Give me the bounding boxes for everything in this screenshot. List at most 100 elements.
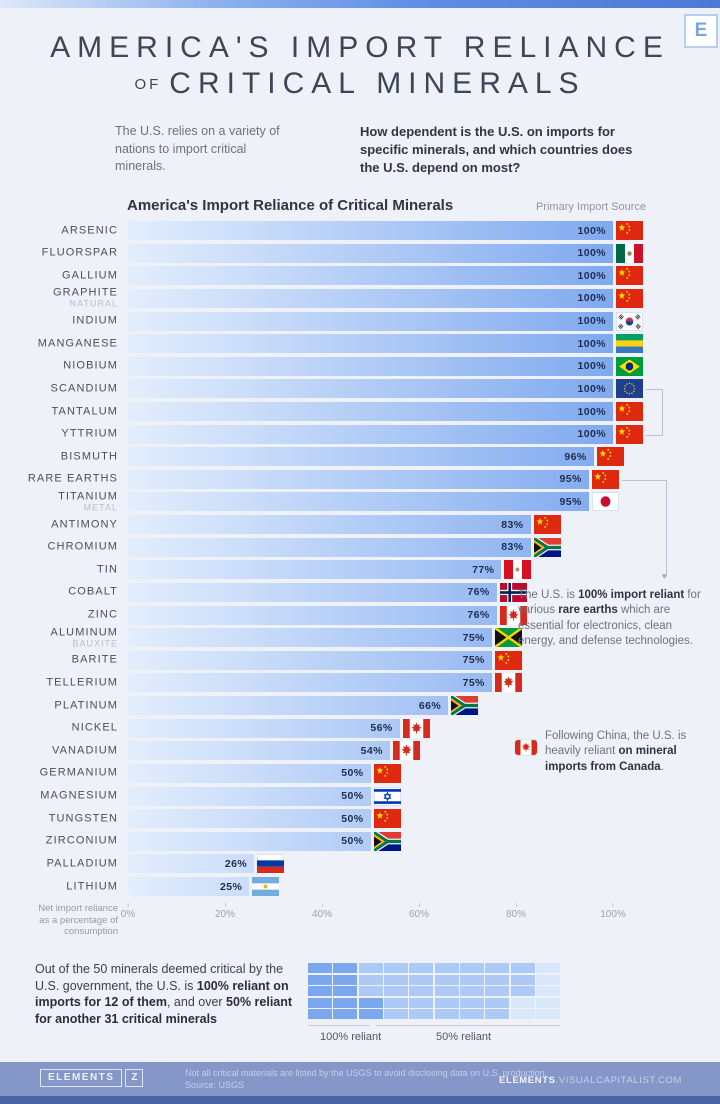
flag-china-icon [596,447,624,467]
waffle-cell [384,986,408,996]
reliance-bar: 95% [128,469,589,489]
waffle-cell [308,974,332,985]
mineral-label: TANTALUM [0,406,118,417]
axis-caption-line: Net import reliance [38,903,118,914]
bar-value: 76% [467,586,490,599]
chart-row: YTTRIUM 100% [0,424,720,444]
mineral-label: COBALT [0,585,118,598]
waffle-cell [333,963,358,973]
mineral-label: YTTRIUM [0,428,118,440]
footer-site-rest: .VISUALCAPITALIST.COM [555,1075,682,1086]
flag-russia-icon [257,854,285,874]
tick-mark [224,903,226,907]
flag-canada-icon [402,718,430,738]
intro-paragraph-left: The U.S. relies on a variety of nations … [115,124,280,173]
mineral-name: RARE EARTHS [27,472,118,485]
axis-caption: Net import reliance as a percentage of c… [14,903,118,938]
mineral-name: GALLIUM [62,269,118,282]
footer-site-bold: ELEMENTS [499,1075,556,1086]
reliance-bar: 95% [128,492,589,512]
mineral-name: TIN [96,563,118,576]
chart-row: ZIRCONIUM 50% [0,831,720,851]
mineral-label: TIN [0,564,118,575]
flag-canada-icon [392,741,420,761]
flag-mexico-icon [616,243,643,263]
waffle-cell [333,974,358,985]
reliance-bar: 100% [128,243,613,263]
bar-value: 100% [577,315,606,327]
flag-gabon-icon [616,334,643,354]
flag-china-icon [591,469,619,489]
chart-row: BARITE 75% [0,650,720,670]
waffle-cell [384,997,408,1008]
reliance-bar: 50% [128,831,371,851]
rare-earths-connector-line [622,480,667,577]
mineral-name: MANGANESE [37,337,118,350]
mineral-name: MAGNESIUM [40,789,118,802]
bar-value: 26% [224,857,248,870]
reliance-bar: 100% [128,221,613,240]
rare-earths-bracket [646,389,663,436]
reliance-bar: 75% [128,650,492,670]
mineral-name: TUNGSTEN [48,812,118,825]
x-axis-tick: 0% [121,903,135,920]
waffle-cell [485,986,510,996]
flag-canada-icon [499,605,527,625]
bar-value: 95% [559,495,582,508]
bar-value: 76% [467,609,490,621]
reliance-bar: 26% [128,854,255,874]
waffle-cell [510,997,535,1008]
mineral-name: TANTALUM [51,405,118,417]
annotation-text: for various [518,589,701,617]
bar-value: 50% [341,812,364,825]
mineral-label: RARE EARTHS [0,472,118,485]
x-axis-tick: 100% [600,903,626,920]
bar-value: 50% [341,835,364,848]
flag-south-africa-icon [533,537,561,557]
mineral-label: MAGNESIUM [0,789,118,802]
mineral-label: GERMANIUM [0,767,118,779]
waffle-cell [409,974,434,985]
tick-mark [612,903,614,907]
flag-argentina-icon [252,877,280,896]
flag-canada-icon [494,673,522,693]
waffle-cell [434,986,459,996]
mineral-label: TUNGSTEN [0,813,118,824]
waffle-cell [308,997,332,1008]
chart-row: GRAPHITE NATURAL 100% [0,287,720,309]
reliance-bar: 25% [128,877,250,896]
bar-value: 75% [462,676,485,689]
primary-import-source-label: Primary Import Source [535,201,646,213]
flag-eu-icon [616,379,643,399]
chart-title: America's Import Reliance of Critical Mi… [127,197,454,214]
mineral-name: NICKEL [71,721,118,734]
chart-row: GERMANIUM 50% [0,763,720,783]
footer-note-line2: Source: USGS [185,1080,245,1090]
flag-canada-icon [515,740,537,755]
mineral-name: PLATINUM [54,699,118,711]
summary-bold: 50% reliant for another 31 critical mine… [35,995,293,1026]
flag-china-icon [616,266,643,286]
bar-value: 100% [577,428,606,441]
bar-value: 54% [360,744,383,757]
waffle-cell [485,963,510,973]
waffle-cell [510,1009,535,1019]
mineral-name: NIOBIUM [63,359,118,372]
flag-china-icon [616,402,643,421]
reliance-bar: 100% [128,424,613,444]
mineral-label: ANTIMONY [0,519,118,530]
footer-bottom-strip [0,1096,720,1104]
waffle-cell [358,986,383,996]
annotation-bold: 100% import reliant [578,589,685,601]
footer-note-line1: Not all critical materials are listed by… [185,1068,548,1078]
tick-mark [515,903,517,907]
mineral-label: CHROMIUM [0,541,118,553]
reliance-bar: 100% [128,311,613,331]
bar-value: 77% [472,563,495,576]
mineral-label: VANADIUM [0,745,118,756]
tick-label: 40% [311,909,333,920]
mineral-name: COBALT [68,585,118,598]
axis-caption-line: consumption [64,926,118,937]
flag-norway-icon [499,582,527,602]
waffle-cell [536,986,560,996]
